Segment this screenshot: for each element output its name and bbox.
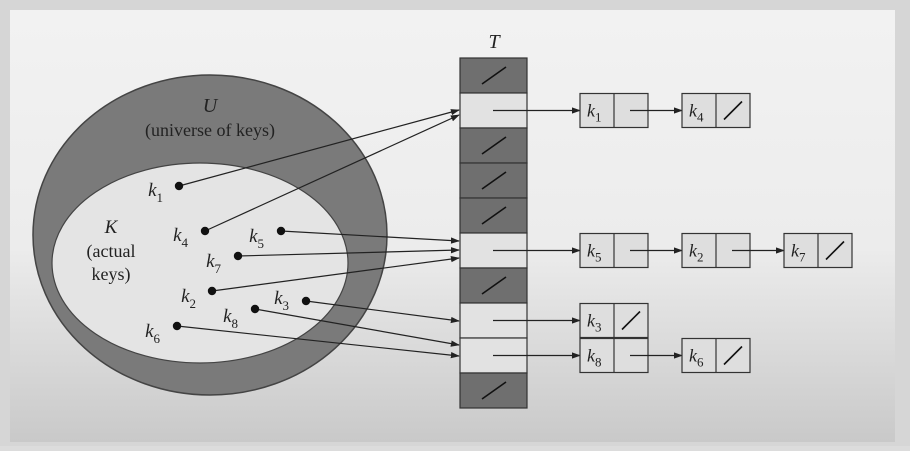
- nil-slash-k7: [825, 240, 845, 261]
- node-key-k6: k6: [689, 346, 704, 370]
- node-key-k1: k1: [587, 101, 602, 125]
- chain-node-k2: k2: [681, 232, 785, 269]
- nil-slash-slot-6: [481, 276, 507, 295]
- key-dot-k4: [200, 226, 210, 236]
- node-key-base-k4: k: [689, 101, 698, 121]
- key-label-sub-k2: 2: [190, 296, 197, 311]
- actual-keys-caption-line-1: (actual: [87, 241, 136, 262]
- arrow-k5-to-slot-5: [280, 230, 460, 244]
- arrow-k4-to-slot-1: [204, 114, 460, 232]
- key-label-base-k6: k: [145, 321, 154, 342]
- node-key-base-k3: k: [587, 311, 596, 331]
- node-key-k3: k3: [587, 311, 602, 335]
- node-key-base-k2: k: [689, 241, 698, 261]
- chain-node-k5: k5: [579, 232, 683, 269]
- table-label: T: [488, 31, 501, 53]
- key-label-k1: k1: [148, 180, 163, 205]
- key-label-sub-k3: 3: [283, 298, 290, 313]
- key-dot-k5: [276, 226, 286, 236]
- arrow-k1-to-slot-1: [178, 109, 460, 187]
- chain-node-k1: k1: [579, 92, 683, 129]
- key-label-base-k5: k: [249, 226, 258, 247]
- node-key-base-k8: k: [587, 346, 596, 366]
- key-label-k7: k7: [206, 251, 221, 276]
- actual-keys-caption-line-2: keys): [92, 264, 131, 285]
- chain-node-k4: k4: [681, 92, 751, 129]
- nil-slash-k3: [621, 310, 641, 331]
- chain-node-k7: k7: [783, 232, 853, 269]
- node-key-k2: k2: [689, 241, 704, 265]
- nil-slash-slot-2: [481, 136, 507, 155]
- key-label-base-k1: k: [148, 180, 157, 201]
- node-key-base-k7: k: [791, 241, 800, 261]
- key-label-sub-k5: 5: [258, 236, 265, 251]
- key-dot-k1: [174, 181, 184, 191]
- node-key-base-k6: k: [689, 346, 698, 366]
- key-label-k4: k4: [173, 225, 188, 250]
- node-key-k4: k4: [689, 101, 704, 125]
- key-label-base-k3: k: [274, 288, 283, 309]
- node-key-base-k5: k: [587, 241, 596, 261]
- node-key-sub-k2: 2: [697, 250, 704, 265]
- node-key-base-k1: k: [587, 101, 596, 121]
- chain-node-k6: k6: [681, 337, 751, 374]
- key-label-sub-k6: 6: [154, 331, 161, 346]
- key-dot-k2: [207, 286, 217, 296]
- nil-slash-k4: [723, 100, 743, 121]
- key-label-sub-k8: 8: [232, 316, 239, 331]
- nil-slash-slot-3: [481, 171, 507, 190]
- universe-symbol: U: [203, 95, 219, 117]
- key-label-sub-k7: 7: [215, 261, 222, 276]
- key-label-sub-k4: 4: [182, 235, 189, 250]
- nil-slash-slot-0: [481, 66, 507, 85]
- key-label-sub-k1: 1: [157, 190, 164, 205]
- key-label-k5: k5: [249, 226, 264, 251]
- key-dot-k3: [301, 296, 311, 306]
- key-label-k2: k2: [181, 286, 196, 311]
- actual-keys-symbol: K: [104, 217, 119, 238]
- key-label-k3: k3: [274, 288, 289, 313]
- node-key-sub-k6: 6: [697, 355, 704, 370]
- key-label-base-k2: k: [181, 286, 190, 307]
- nil-slash-slot-4: [481, 206, 507, 225]
- arrow-k7-to-slot-5: [237, 247, 460, 257]
- node-key-sub-k3: 3: [595, 320, 602, 335]
- node-key-sub-k1: 1: [595, 110, 602, 125]
- key-label-base-k7: k: [206, 251, 215, 272]
- arrow-k6-to-slot-8: [176, 325, 460, 359]
- key-dot-k7: [233, 251, 243, 261]
- table-slot-0: [459, 57, 528, 94]
- key-label-k8: k8: [223, 306, 238, 331]
- node-key-sub-k4: 4: [697, 110, 704, 125]
- node-key-k8: k8: [587, 346, 602, 370]
- arrow-k2-to-slot-5: [211, 255, 460, 292]
- chain-node-k3: k3: [579, 302, 649, 339]
- actual-keys-set: [51, 162, 349, 364]
- node-key-sub-k8: 8: [595, 355, 602, 370]
- arrow-k8-to-slot-8: [254, 308, 460, 347]
- key-label-base-k4: k: [173, 225, 182, 246]
- key-dot-k6: [172, 321, 182, 331]
- nil-slash-k6: [723, 345, 743, 366]
- node-key-sub-k7: 7: [799, 250, 806, 265]
- universe-caption: (universe of keys): [145, 120, 275, 141]
- arrow-k3-to-slot-7: [305, 300, 460, 324]
- node-key-sub-k5: 5: [595, 250, 602, 265]
- key-label-k6: k6: [145, 321, 160, 346]
- nil-slash-slot-9: [481, 381, 507, 400]
- key-arrows: [176, 109, 460, 359]
- node-key-k5: k5: [587, 241, 602, 265]
- node-key-k7: k7: [791, 241, 806, 265]
- key-dot-k8: [250, 304, 260, 314]
- chain-node-k8: k8: [579, 337, 683, 374]
- key-label-base-k8: k: [223, 306, 232, 327]
